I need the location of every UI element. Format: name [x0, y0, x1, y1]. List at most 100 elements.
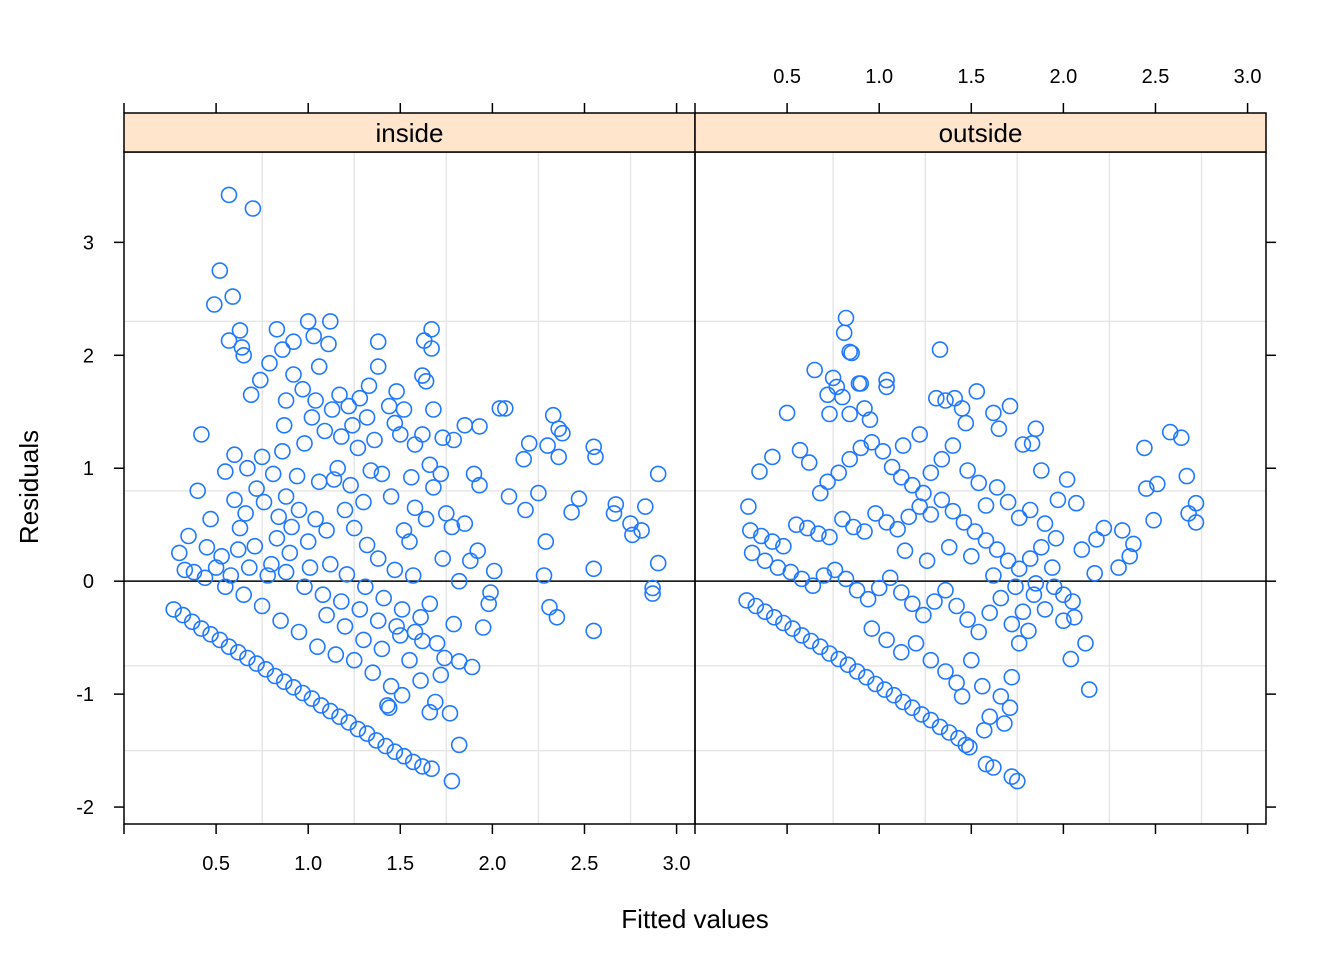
data-point — [894, 693, 912, 711]
data-point — [821, 405, 838, 423]
data-point — [1036, 601, 1054, 618]
data-point — [226, 446, 243, 464]
data-point — [996, 715, 1013, 732]
data-point — [585, 438, 603, 456]
data-point — [1010, 634, 1028, 652]
data-point — [242, 386, 260, 404]
data-point — [985, 759, 1002, 776]
data-point — [349, 439, 367, 457]
data-point — [585, 622, 603, 640]
data-point — [1033, 538, 1050, 556]
data-point — [443, 772, 461, 790]
data-point — [953, 400, 971, 417]
data-point — [235, 346, 252, 364]
data-point — [962, 547, 980, 565]
data-point — [878, 514, 895, 531]
data-point — [1003, 615, 1021, 633]
data-point — [401, 533, 418, 550]
data-point — [915, 484, 932, 502]
data-point — [802, 632, 820, 650]
data-point — [644, 585, 661, 602]
data-point — [1110, 559, 1127, 576]
data-point — [375, 589, 393, 607]
data-point — [826, 561, 844, 579]
data-point — [554, 424, 571, 442]
data-point — [800, 454, 818, 471]
strip-background — [694, 112, 1267, 153]
data-point — [380, 699, 398, 717]
data-point — [434, 429, 452, 447]
data-point — [1088, 531, 1105, 548]
data-point — [988, 541, 1006, 558]
data-point — [362, 462, 380, 479]
data-point — [856, 400, 873, 417]
data-point — [1047, 529, 1065, 547]
data-point — [301, 559, 319, 576]
data-point — [373, 640, 391, 658]
data-point — [878, 631, 895, 649]
data-point — [358, 409, 376, 426]
data-point — [471, 476, 488, 494]
data-point — [605, 505, 623, 522]
data-point — [310, 358, 328, 375]
data-point — [962, 651, 980, 669]
data-point — [432, 465, 450, 483]
data-point — [443, 518, 461, 536]
data-point — [303, 409, 321, 426]
data-point — [272, 612, 289, 630]
data-point — [345, 651, 363, 669]
data-point — [369, 333, 387, 351]
data-point — [933, 491, 951, 509]
data-point — [386, 561, 404, 579]
data-point — [948, 597, 965, 615]
data-point — [806, 361, 824, 379]
data-point — [1044, 559, 1061, 576]
data-point — [434, 550, 452, 567]
data-point — [417, 510, 435, 528]
x-tick-label-top: 1.5 — [957, 66, 985, 88]
data-point — [349, 720, 367, 738]
data-point — [585, 560, 603, 578]
data-point — [355, 493, 372, 511]
data-point — [331, 386, 348, 404]
data-point — [321, 702, 339, 720]
x-tick-label: 1.0 — [294, 853, 322, 875]
data-point — [253, 448, 271, 466]
data-point — [500, 488, 518, 505]
data-point — [395, 401, 413, 418]
data-point — [393, 686, 411, 704]
data-point — [835, 324, 853, 342]
data-point — [922, 464, 940, 482]
data-point — [911, 498, 929, 515]
data-point — [933, 450, 951, 468]
data-point — [587, 448, 604, 466]
x-tick-label-top: 0.5 — [773, 66, 801, 88]
data-point — [1014, 436, 1032, 453]
data-point — [977, 497, 995, 514]
data-point — [955, 514, 973, 531]
data-point — [903, 476, 921, 494]
data-point — [189, 482, 206, 500]
data-point — [878, 371, 895, 389]
data-point — [1114, 522, 1131, 539]
data-point — [1055, 586, 1072, 604]
data-point — [907, 634, 925, 652]
data-point — [480, 595, 498, 613]
data-point — [1138, 480, 1155, 497]
y-tick-label: 1 — [83, 458, 94, 480]
data-point — [756, 603, 774, 621]
data-point — [255, 493, 273, 511]
data-point — [364, 664, 382, 682]
data-point — [913, 706, 930, 723]
data-point — [649, 465, 667, 483]
data-point — [892, 468, 910, 486]
data-point — [469, 542, 487, 560]
data-point — [274, 341, 291, 358]
data-point — [1121, 547, 1138, 565]
data-point — [421, 595, 439, 613]
data-point — [382, 677, 400, 695]
data-point — [957, 736, 975, 754]
data-point — [793, 570, 811, 588]
data-point — [517, 501, 534, 519]
data-point — [883, 458, 901, 476]
